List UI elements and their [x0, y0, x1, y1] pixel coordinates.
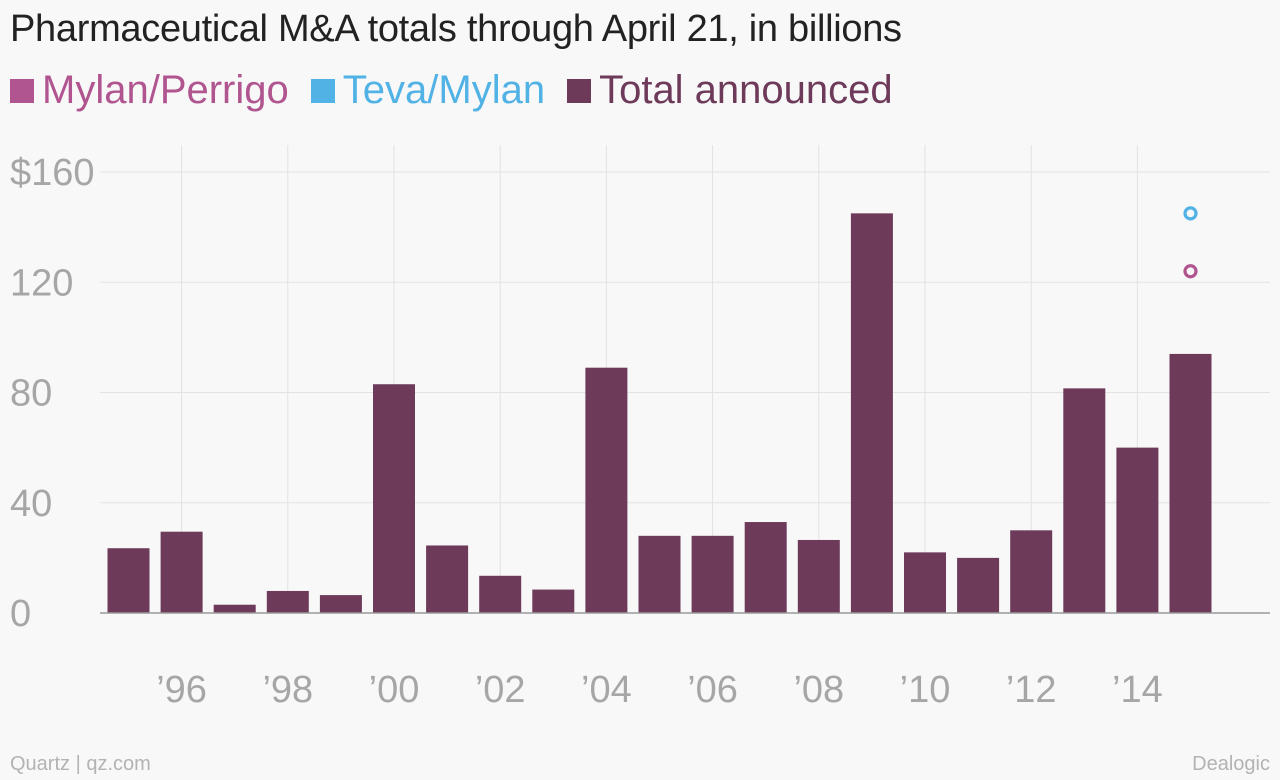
legend-item-total-announced: Total announced: [567, 68, 893, 113]
x-tick-label: ’12: [1006, 669, 1057, 711]
bar: [1010, 530, 1053, 613]
x-tick-label: ’06: [687, 669, 738, 711]
bar: [1169, 353, 1212, 613]
legend-label-mylan-perrigo: Mylan/Perrigo: [42, 68, 289, 112]
y-tick-label: $160: [10, 152, 95, 194]
bar: [373, 384, 415, 613]
bar: [1063, 388, 1106, 613]
bar: [426, 545, 469, 613]
y-tick-label: 80: [10, 373, 52, 415]
bar: [691, 535, 734, 613]
point-marker: [1183, 206, 1198, 221]
bar: [585, 367, 628, 613]
legend-swatch-total-announced: [567, 78, 592, 103]
bar: [107, 548, 150, 613]
x-tick-label: ’98: [262, 669, 313, 711]
bar: [1116, 447, 1159, 613]
legend-item-teva-mylan: Teva/Mylan: [310, 68, 546, 113]
bar: [532, 589, 575, 613]
legend: Mylan/Perrigo Teva/Mylan Total announced: [10, 68, 915, 113]
bar: [904, 552, 946, 613]
legend-label-teva-mylan: Teva/Mylan: [342, 68, 546, 112]
x-tick-label: ’00: [369, 669, 420, 711]
legend-swatch-mylan-perrigo: [10, 78, 34, 103]
point-marker: [1183, 264, 1198, 279]
bar: [319, 595, 362, 613]
chart-title: Pharmaceutical M&A totals through April …: [10, 8, 902, 50]
x-tick-label: ’04: [581, 669, 632, 711]
x-tick-label: ’02: [475, 669, 526, 711]
bar: [638, 535, 681, 613]
bar: [266, 590, 309, 613]
footer-credit: Quartz | qz.com: [10, 753, 151, 775]
legend-swatch-teva-mylan: [310, 78, 335, 103]
bar: [213, 604, 256, 613]
bar: [797, 539, 840, 613]
x-tick-label: ’08: [793, 669, 844, 711]
bar: [744, 522, 787, 613]
bar: [160, 531, 203, 613]
y-tick-label: 120: [10, 262, 73, 304]
y-tick-label: 0: [10, 593, 31, 635]
x-tick-label: ’14: [1112, 669, 1163, 711]
bar: [850, 213, 893, 613]
bar: [479, 575, 522, 613]
legend-label-total-announced: Total announced: [599, 68, 893, 112]
footer-source: Dealogic: [1192, 753, 1270, 775]
y-tick-label: 40: [10, 483, 52, 525]
legend-item-mylan-perrigo: Mylan/Perrigo: [10, 68, 289, 113]
bar: [957, 557, 1000, 613]
x-tick-label: ’10: [900, 669, 951, 711]
x-tick-label: ’96: [156, 669, 207, 711]
